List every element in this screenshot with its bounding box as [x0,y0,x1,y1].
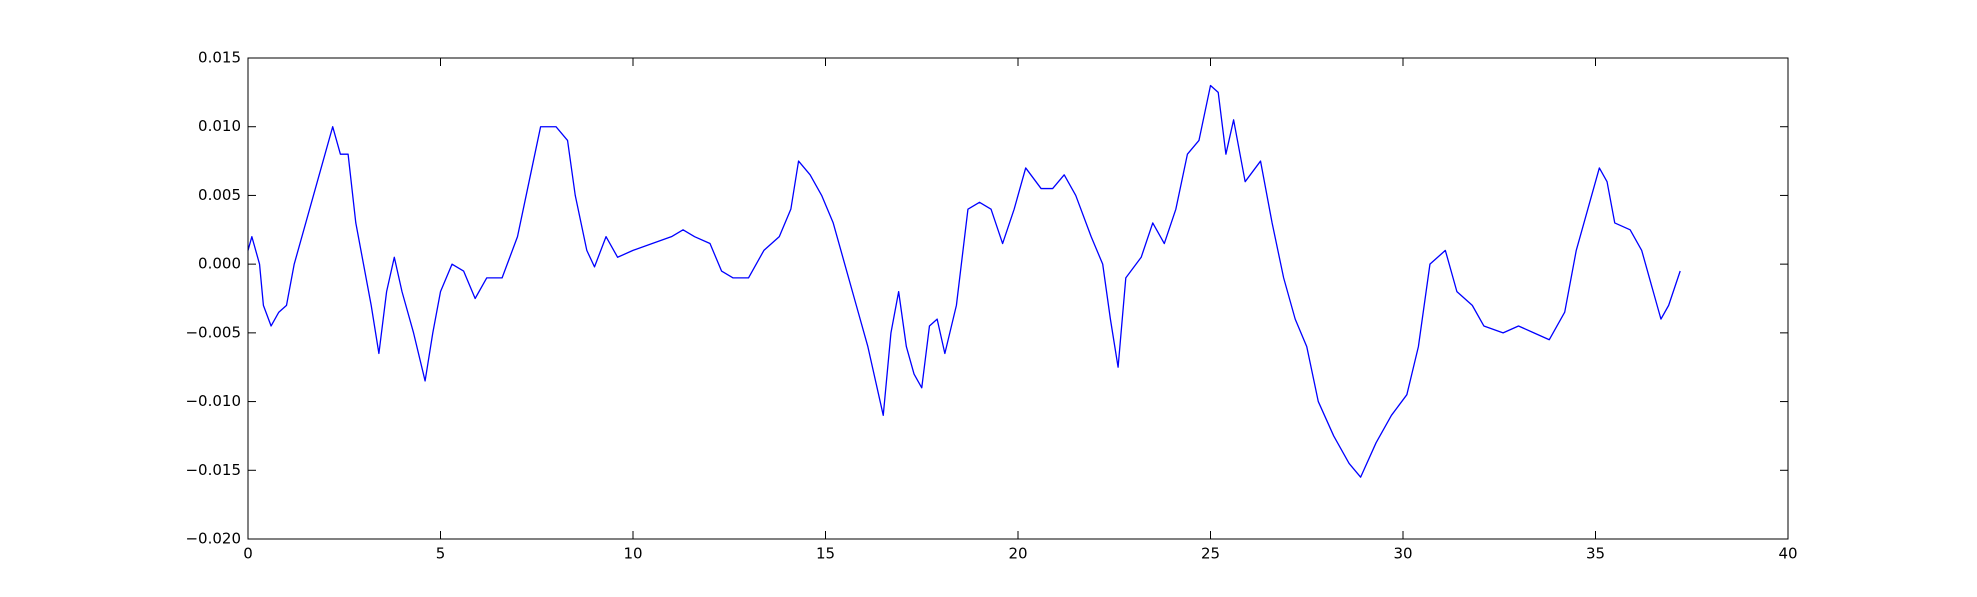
x-tick-label: 20 [1008,545,1027,563]
plot-frame [247,57,1789,540]
y-tick-label: −0.005 [185,323,241,341]
y-tick-label: 0.000 [198,255,241,273]
y-tick-label: −0.020 [185,530,241,548]
x-tick-label: 15 [816,545,835,563]
y-tick-label: −0.015 [185,461,241,479]
x-tick-label: 10 [623,545,642,563]
y-tick-label: −0.010 [185,392,241,410]
x-tick-label: 30 [1393,545,1412,563]
y-tick-label: 0.010 [198,117,241,135]
x-tick-label: 35 [1586,545,1605,563]
x-tick-label: 0 [243,545,253,563]
x-tick-label: 40 [1778,545,1797,563]
x-tick-label: 25 [1201,545,1220,563]
data-line [247,84,1681,478]
y-tick-label: 0.015 [198,49,241,67]
y-tick-label: 0.005 [198,186,241,204]
x-tick-label: 5 [436,545,446,563]
